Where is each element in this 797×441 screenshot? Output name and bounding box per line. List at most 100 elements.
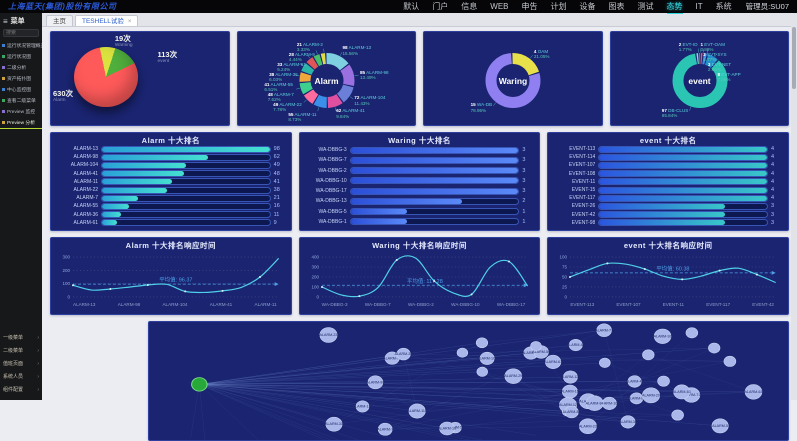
bullet-icon: [2, 110, 5, 113]
donut-center-label: Waring: [499, 76, 528, 86]
bar-track: [350, 198, 520, 205]
svg-text:ALARM-84: ALARM-84: [586, 402, 604, 406]
sidebar-bottom-item-1[interactable]: 二级菜单›: [0, 344, 42, 357]
network-node[interactable]: [658, 376, 670, 386]
bar-track: [350, 177, 520, 184]
nav-item-信息[interactable]: 信息: [461, 0, 477, 14]
sidebar: ≡ 菜单 运行状况管理概览运行状况图二级分析资产拓扑图中心监控图查看二级菜单Pr…: [0, 13, 42, 400]
tab-teshell[interactable]: TESHELL试验×: [75, 15, 138, 26]
pie-chart: [74, 47, 138, 107]
sidebar-bottom-item-2[interactable]: 值班页面›: [0, 357, 42, 370]
svg-text:ALARM-31: ALARM-31: [325, 422, 343, 426]
network-node[interactable]: [724, 356, 736, 366]
bar-track: [101, 170, 271, 177]
svg-text:100: 100: [311, 285, 319, 290]
sidebar-item-7[interactable]: Preview 分析: [0, 117, 42, 129]
nav-item-设备[interactable]: 设备: [580, 0, 596, 14]
nav-item-图表[interactable]: 图表: [609, 0, 625, 14]
user-account-label[interactable]: 管理员:SU07: [746, 1, 789, 12]
svg-text:300: 300: [62, 255, 70, 260]
svg-text:ALARM-88: ALARM-88: [563, 410, 581, 414]
nav-item-测试[interactable]: 测试: [638, 0, 654, 14]
nav-item-默认[interactable]: 默认: [403, 0, 419, 14]
bar-track: [101, 195, 271, 202]
chart-title: event 十大排名响应时间: [548, 240, 788, 251]
svg-text:ALARM-29: ALARM-29: [642, 394, 660, 398]
svg-text:ALARM-63: ALARM-63: [745, 390, 763, 394]
nav-item-IT[interactable]: IT: [696, 0, 703, 14]
sidebar-item-1[interactable]: 运行状况图: [0, 51, 42, 62]
vertical-scrollbar[interactable]: [791, 13, 797, 400]
sidebar-item-3[interactable]: 资产拓扑图: [0, 73, 42, 84]
network-node[interactable]: [476, 338, 488, 348]
bar-track: [598, 170, 768, 177]
sidebar-item-4[interactable]: 中心监控图: [0, 84, 42, 95]
network-root-node[interactable]: [192, 378, 207, 391]
bullet-icon: [2, 66, 5, 69]
chart-title: Waring 十大排名响应时间: [300, 240, 540, 251]
sidebar-bottom-item-4[interactable]: 组件配置›: [0, 383, 42, 396]
tab-close-icon[interactable]: ×: [128, 19, 132, 25]
topology-network-chart: ALARM-23ALARM-45ALARM-67ALARM-104ALARM-5…: [149, 322, 788, 440]
scrollbar-thumb[interactable]: [792, 27, 796, 89]
sidebar-item-6[interactable]: Preview 监控: [0, 106, 42, 117]
svg-text:ALARM-29: ALARM-29: [504, 374, 522, 378]
nav-item-计划[interactable]: 计划: [551, 0, 567, 14]
svg-text:ALARM-41: ALARM-41: [567, 343, 585, 347]
network-node[interactable]: [477, 367, 488, 376]
sidebar-item-0[interactable]: 运行状况管理概览: [0, 40, 42, 51]
chevron-right-icon: ›: [37, 361, 39, 367]
svg-text:ALARM-36: ALARM-36: [395, 352, 413, 356]
sidebar-bottom-item-3[interactable]: 系统人员›: [0, 370, 42, 383]
nav-item-态势[interactable]: 态势: [667, 0, 683, 14]
network-node[interactable]: [642, 350, 654, 360]
sidebar-header: ≡ 菜单: [0, 13, 42, 28]
svg-text:ALARM-98: ALARM-98: [366, 381, 384, 385]
network-node[interactable]: [686, 328, 698, 338]
svg-text:ALARM-104: ALARM-104: [477, 357, 497, 361]
nav-item-系统[interactable]: 系统: [716, 0, 732, 14]
sidebar-bottom-item-0[interactable]: 一级菜单›: [0, 331, 42, 344]
sidebar-item-2[interactable]: 二级分析: [0, 62, 42, 73]
bar-track: [350, 167, 520, 174]
sidebar-item-5[interactable]: 查看二级菜单: [0, 95, 42, 106]
nav-item-WEB[interactable]: WEB: [490, 0, 508, 14]
bar-track: [350, 157, 520, 164]
network-node[interactable]: [672, 410, 684, 420]
svg-text:平均值: 96.37: 平均值: 96.37: [159, 276, 192, 284]
bullet-icon: [2, 88, 5, 91]
chart-title: Alarm 十大排名响应时间: [51, 240, 291, 251]
hamburger-menu-icon[interactable]: ≡: [3, 17, 8, 26]
bar-track: [598, 187, 768, 194]
tab-home[interactable]: 主页: [46, 15, 73, 26]
sidebar-search-input[interactable]: [3, 29, 39, 37]
donut-center-label: Alarm: [314, 76, 338, 86]
network-node[interactable]: [599, 358, 610, 368]
svg-text:0: 0: [316, 295, 319, 300]
bar-track: [350, 188, 520, 195]
nav-item-门户[interactable]: 门户: [432, 0, 448, 14]
network-node[interactable]: [708, 343, 720, 353]
bar-track: [101, 187, 271, 194]
svg-text:100: 100: [560, 255, 568, 260]
network-node[interactable]: [531, 341, 542, 350]
bullet-icon: [2, 121, 5, 124]
svg-text:0: 0: [67, 295, 70, 300]
network-node[interactable]: [457, 348, 468, 357]
nav-item-申告[interactable]: 申告: [522, 0, 538, 14]
